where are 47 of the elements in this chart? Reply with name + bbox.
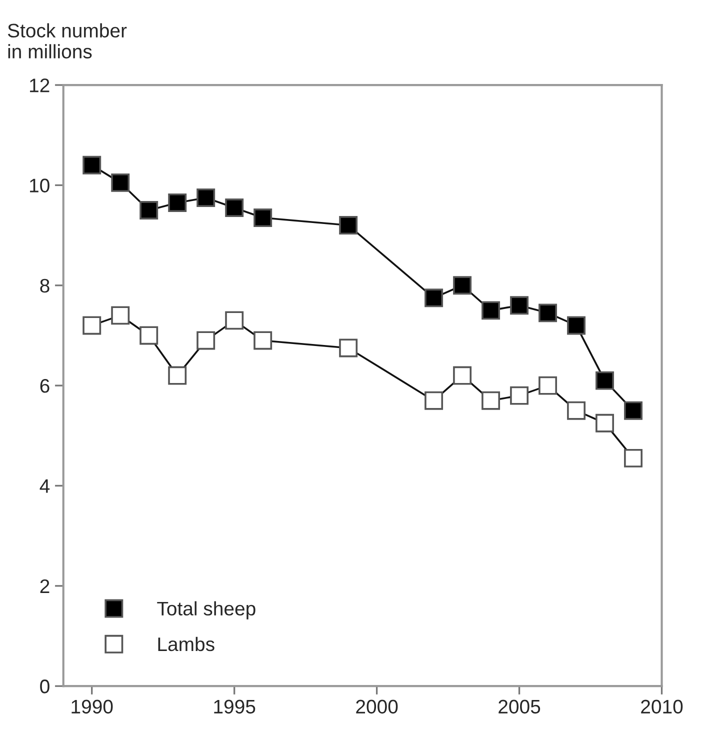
point xyxy=(453,366,472,385)
point xyxy=(424,288,444,308)
y-tick-label: 0 xyxy=(40,680,50,694)
point xyxy=(339,338,358,358)
point xyxy=(254,331,272,350)
point xyxy=(482,301,500,320)
point xyxy=(538,304,558,322)
x-tick-label: 2005 xyxy=(498,700,540,714)
point xyxy=(567,316,586,335)
point xyxy=(567,401,586,420)
point xyxy=(510,296,529,315)
legend-label: Total sheep xyxy=(157,601,256,620)
point xyxy=(196,188,216,207)
point xyxy=(624,448,643,468)
y-axis-title: Stock number in millions xyxy=(8,23,127,58)
point xyxy=(196,331,216,350)
point xyxy=(254,208,272,227)
y-tick-label: 2 xyxy=(40,579,50,593)
x-tick-label: 2010 xyxy=(641,700,683,714)
point xyxy=(82,316,102,335)
point xyxy=(111,306,130,325)
point xyxy=(538,376,558,395)
point xyxy=(168,366,187,385)
point xyxy=(82,156,102,174)
legend-label: Lambs xyxy=(158,636,214,652)
point xyxy=(624,401,643,420)
point xyxy=(225,311,244,330)
x-tick-label: 1990 xyxy=(72,700,113,714)
point xyxy=(339,216,358,235)
point xyxy=(140,326,158,345)
point xyxy=(482,391,500,410)
y-tick-label: 10 xyxy=(30,178,50,192)
point xyxy=(424,391,444,410)
point xyxy=(453,276,472,295)
point xyxy=(596,371,614,390)
y-tick-label: 4 xyxy=(40,479,50,493)
point xyxy=(168,194,187,212)
point xyxy=(225,198,244,217)
x-tick-label: 1995 xyxy=(214,700,256,714)
x-tick-label: 2000 xyxy=(356,700,398,714)
y-tick-label: 6 xyxy=(40,379,50,393)
y-tick-label: 12 xyxy=(30,78,50,92)
y-tick-label: 8 xyxy=(40,278,50,293)
point xyxy=(510,386,529,405)
point xyxy=(111,173,130,192)
point xyxy=(140,201,158,220)
point xyxy=(596,414,614,432)
